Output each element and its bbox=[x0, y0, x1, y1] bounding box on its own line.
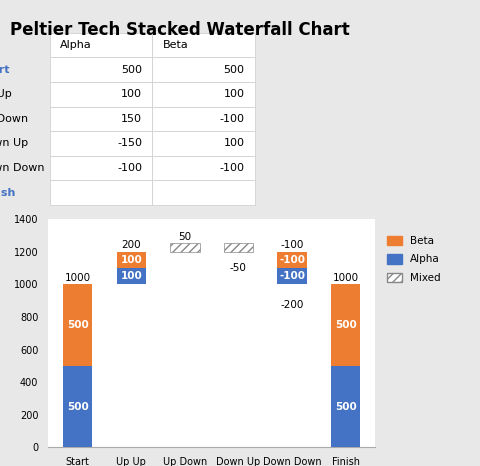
Text: 100: 100 bbox=[120, 255, 142, 265]
Text: 500: 500 bbox=[67, 402, 88, 411]
Text: 500: 500 bbox=[334, 402, 356, 411]
Bar bbox=[116, 268, 146, 284]
Text: 200: 200 bbox=[121, 240, 141, 250]
Text: -200: -200 bbox=[280, 301, 303, 310]
Text: 1000: 1000 bbox=[64, 273, 91, 282]
Text: -100: -100 bbox=[280, 240, 303, 250]
Bar bbox=[63, 366, 92, 447]
Bar bbox=[116, 252, 146, 268]
Text: -50: -50 bbox=[229, 263, 246, 273]
Text: -100: -100 bbox=[278, 271, 304, 281]
Text: 500: 500 bbox=[67, 320, 88, 330]
Text: 100: 100 bbox=[120, 271, 142, 281]
Bar bbox=[276, 252, 306, 268]
Bar bbox=[330, 284, 360, 366]
Bar bbox=[330, 366, 360, 447]
Bar bbox=[276, 268, 306, 284]
Bar bbox=[63, 284, 92, 366]
Bar bbox=[223, 243, 252, 252]
Text: -100: -100 bbox=[278, 255, 304, 265]
Legend: Beta, Alpha, Mixed: Beta, Alpha, Mixed bbox=[386, 236, 440, 283]
Bar bbox=[170, 243, 199, 252]
Text: Peltier Tech Stacked Waterfall Chart: Peltier Tech Stacked Waterfall Chart bbox=[10, 21, 348, 39]
Text: 50: 50 bbox=[178, 232, 191, 242]
Text: 1000: 1000 bbox=[332, 273, 358, 282]
Text: 500: 500 bbox=[334, 320, 356, 330]
